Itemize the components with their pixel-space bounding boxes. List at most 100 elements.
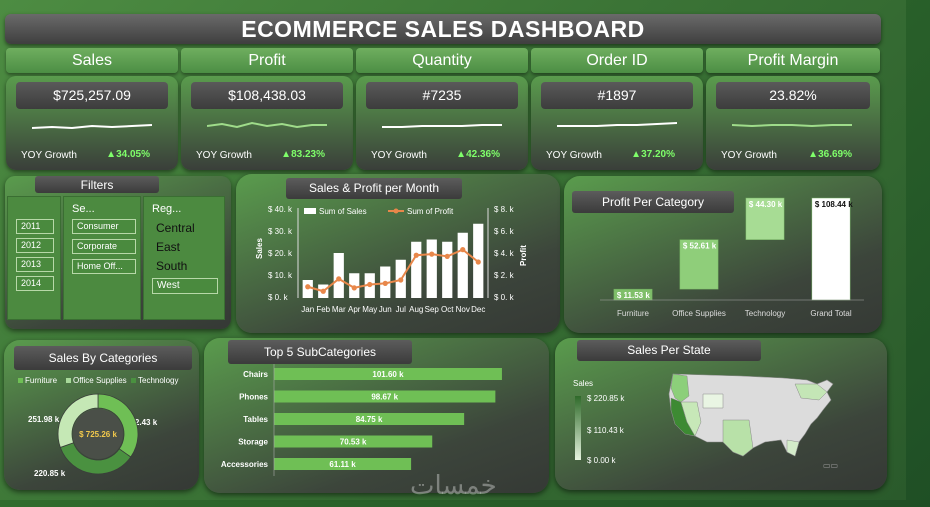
y-tick-right: $ 2. k bbox=[494, 271, 515, 280]
top5-title: Top 5 SubCategories bbox=[263, 345, 377, 359]
profit-point[interactable] bbox=[305, 284, 311, 290]
kpi-sales-label: Sales bbox=[71, 52, 113, 69]
segment-chip[interactable]: Home Off... bbox=[72, 259, 136, 274]
kpi-order-value: #1897 bbox=[597, 87, 637, 103]
legend-furniture-label: Furniture bbox=[25, 376, 58, 385]
kpi-profit-label: Profit bbox=[248, 52, 286, 69]
y-axis-left-title: Sales bbox=[255, 238, 264, 259]
region-item[interactable]: East bbox=[156, 240, 181, 254]
filters-title: Filters bbox=[80, 178, 114, 192]
legend-furniture-swatch bbox=[18, 378, 23, 383]
year-chip[interactable]: 2013 bbox=[16, 257, 54, 272]
subcategory-bar[interactable] bbox=[274, 390, 496, 403]
top5-panel: Top 5 SubCategories Chairs 101.60 k Phones… bbox=[204, 338, 549, 493]
y-tick-right: $ 6. k bbox=[494, 227, 515, 236]
kpi-margin-sparkline bbox=[732, 124, 852, 128]
kpi-margin-label: Profit Margin bbox=[747, 52, 839, 69]
kpi-quantity-card: #7235 YOY Growth ▲42.36% bbox=[356, 76, 528, 170]
kpi-margin-value: 23.82% bbox=[769, 87, 817, 103]
subcategory-label: Storage bbox=[238, 438, 268, 447]
y-tick-left: $ 30. k bbox=[268, 227, 293, 236]
profit-point[interactable] bbox=[444, 253, 450, 259]
profit-point[interactable] bbox=[429, 251, 435, 257]
waterfall-bar[interactable] bbox=[745, 197, 785, 240]
profit-point[interactable] bbox=[367, 281, 373, 288]
profit-category-title: Profit Per Category bbox=[601, 195, 705, 209]
kpi-order-yoy: ▲37.20% bbox=[631, 149, 675, 160]
sales-categories-chart: Furniture Office Supplies Technology 251… bbox=[18, 376, 178, 478]
donut-slice[interactable] bbox=[57, 393, 99, 448]
profit-point[interactable] bbox=[320, 288, 326, 294]
profit-point[interactable] bbox=[351, 285, 357, 291]
legend-profit-label: Sum of Profit bbox=[407, 207, 454, 216]
sales-bar[interactable] bbox=[411, 241, 422, 298]
subcategory-value: 84.75 k bbox=[356, 415, 383, 424]
kpi-order-header: Order ID bbox=[531, 48, 703, 73]
region-item[interactable]: South bbox=[156, 259, 188, 273]
kpi-margin-header: Profit Margin bbox=[706, 48, 880, 73]
year-slicer: 2011 2012 2013 2014 bbox=[7, 196, 61, 320]
x-tick-label: Dec bbox=[471, 305, 485, 314]
waterfall-category-label: Furniture bbox=[617, 309, 650, 318]
legend-sales-swatch bbox=[304, 208, 316, 214]
profit-point[interactable] bbox=[336, 276, 342, 282]
segment-chip[interactable]: Corporate bbox=[72, 239, 136, 254]
segment-chip[interactable]: Consumer bbox=[72, 219, 136, 234]
sales-categories-title: Sales By Categories bbox=[48, 351, 158, 365]
subcategory-bar[interactable] bbox=[274, 368, 502, 380]
profit-point[interactable] bbox=[398, 277, 404, 283]
kpi-quantity-sparkline bbox=[382, 124, 502, 128]
profit-point[interactable] bbox=[382, 280, 388, 286]
legend-office-label: Office Supplies bbox=[73, 376, 127, 385]
kpi-order-card: #1897 YOY Growth ▲37.20% bbox=[531, 76, 703, 170]
x-tick-label: May bbox=[362, 305, 377, 314]
waterfall-bar[interactable] bbox=[679, 239, 719, 290]
x-tick-label: Oct bbox=[441, 305, 454, 314]
map-legend-mid: $ 110.43 k bbox=[587, 426, 625, 435]
waterfall-category-label: Office Supplies bbox=[672, 309, 726, 318]
dashboard-title: ECOMMERCE SALES DASHBOARD bbox=[241, 16, 645, 42]
state-new-york[interactable] bbox=[794, 383, 828, 401]
y-tick-left: $ 40. k bbox=[268, 205, 293, 214]
kpi-order-label: Order ID bbox=[586, 52, 648, 69]
subcategory-bar[interactable] bbox=[274, 413, 465, 425]
state-texas[interactable] bbox=[722, 419, 754, 457]
region-item-selected[interactable]: West bbox=[152, 278, 218, 294]
year-chip[interactable]: 2011 bbox=[16, 219, 54, 234]
year-chip[interactable]: 2012 bbox=[16, 238, 54, 253]
sales-bar[interactable] bbox=[457, 232, 468, 298]
state-florida[interactable] bbox=[786, 439, 800, 457]
waterfall-bar[interactable] bbox=[811, 197, 851, 301]
subcategory-value: 101.60 k bbox=[372, 370, 404, 379]
x-tick-label: Mar bbox=[332, 305, 346, 314]
map-legend-title: Sales bbox=[573, 379, 593, 388]
y-tick-right: $ 0. k bbox=[494, 293, 515, 302]
kpi-quantity-header: Quantity bbox=[356, 48, 528, 73]
sales-bar[interactable] bbox=[426, 239, 437, 299]
profit-point[interactable] bbox=[413, 252, 419, 258]
kpi-value-box: $108,438.03 bbox=[191, 82, 343, 109]
sales-bar[interactable] bbox=[442, 241, 453, 298]
profit-category-chart: $ 11.53 k Furniture $ 52.61 k Office Suppli… bbox=[600, 197, 864, 318]
kpi-profit-card: $108,438.03 YOY Growth ▲83.23% bbox=[181, 76, 353, 170]
profit-point[interactable] bbox=[475, 259, 481, 265]
profit-point[interactable] bbox=[460, 247, 466, 253]
kpi-quantity-yoy: ▲42.36% bbox=[456, 149, 500, 160]
kpi-value-box: #7235 bbox=[366, 82, 518, 109]
legend-technology-swatch bbox=[131, 378, 136, 383]
year-chip[interactable]: 2014 bbox=[16, 276, 54, 291]
sales-bar[interactable] bbox=[333, 253, 344, 298]
kpi-yoy-label: YOY Growth bbox=[21, 150, 77, 161]
legend-sales-label: Sum of Sales bbox=[319, 207, 367, 216]
region-item[interactable]: Central bbox=[156, 221, 195, 235]
y-tick-right: $ 8. k bbox=[494, 205, 515, 214]
subcategory-bar[interactable] bbox=[274, 435, 433, 448]
x-tick-label: Jul bbox=[396, 305, 406, 314]
state-colorado[interactable] bbox=[702, 393, 724, 409]
state-nevada-arizona[interactable] bbox=[680, 401, 702, 437]
subcategory-value: 70.53 k bbox=[340, 438, 367, 447]
kpi-profit-header: Profit bbox=[181, 48, 353, 73]
subcategory-label: Phones bbox=[239, 393, 268, 402]
subcategory-bar[interactable] bbox=[274, 458, 412, 470]
waterfall-category-label: Grand Total bbox=[810, 309, 851, 318]
